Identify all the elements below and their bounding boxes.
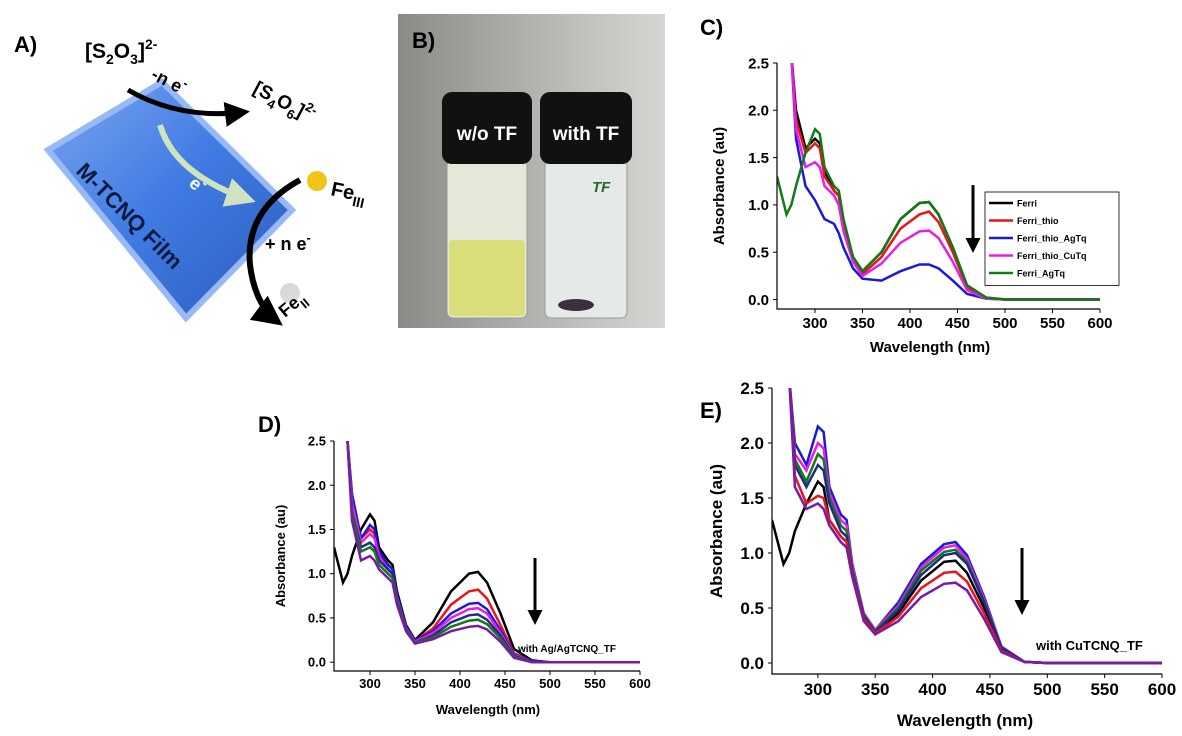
x-tick-label: 300 — [359, 676, 381, 691]
x-tick-label: 550 — [1040, 315, 1065, 332]
annotation: with CuTCNQ_TF — [1035, 638, 1143, 653]
x-tick-label: 500 — [539, 676, 561, 691]
axis — [772, 388, 1162, 674]
x-tick-label: 300 — [802, 315, 827, 332]
chart: 300 350 400 450 500 550 600 0.0 0.5 1.0 1.5 2.0 2.5 D… — [258, 412, 651, 717]
x-tick-label: 400 — [918, 680, 946, 699]
x-tick-label: 350 — [861, 680, 889, 699]
y-axis-label: Absorbance (au) — [273, 505, 288, 608]
panel-label: A) — [14, 32, 37, 57]
y-tick-label: 0.0 — [308, 655, 326, 670]
solution — [449, 240, 525, 316]
y-tick-label: 2.0 — [740, 434, 764, 453]
panel-label: B) — [412, 28, 435, 53]
y-tick-label: 2.0 — [308, 478, 326, 493]
y-tick-label: 2.5 — [308, 434, 326, 449]
x-tick-label: 600 — [629, 676, 651, 691]
film-piece — [558, 299, 594, 311]
y-axis-label: Absorbance (au) — [707, 464, 726, 598]
x-tick-label: 550 — [584, 676, 606, 691]
vial — [545, 160, 627, 318]
y-tick-label: 0.0 — [748, 292, 769, 309]
figure: A) M-TCNQ Film [S2O3]2- [S4O6]2- -n e- e… — [0, 0, 1182, 731]
series-line — [348, 441, 641, 662]
product: [S4O6]2- — [248, 73, 320, 131]
y-tick-label: 1.5 — [740, 489, 764, 508]
panel-label: E) — [700, 398, 722, 423]
y-axis-label: Absorbance (au) — [711, 127, 728, 245]
y-tick-label: 1.5 — [748, 150, 769, 167]
x-tick-label: 550 — [1090, 680, 1118, 699]
x-tick-label: 500 — [1033, 680, 1061, 699]
y-tick-label: 0.5 — [748, 244, 769, 261]
y-tick-label: 2.5 — [748, 55, 769, 72]
panel-a: A) M-TCNQ Film [S2O3]2- [S4O6]2- -n e- e… — [14, 32, 368, 325]
y-tick-label: 0.0 — [740, 654, 764, 673]
annotation: with Ag/AgTCNQ_TF — [517, 644, 616, 655]
y-tick-label: 1.0 — [740, 544, 764, 563]
vial-label: with TF — [552, 124, 619, 145]
y-tick-label: 0.5 — [740, 599, 764, 618]
y-tick-label: 1.0 — [748, 197, 769, 214]
fe3: FeIII — [328, 178, 368, 211]
x-tick-label: 500 — [992, 315, 1017, 332]
y-tick-label: 1.5 — [308, 522, 326, 537]
legend-label: Ferri — [1017, 199, 1037, 209]
legend-label: Ferri_thio_AgTq — [1017, 234, 1087, 244]
electron-gain: + n e- — [265, 230, 311, 254]
y-tick-label: 0.5 — [308, 610, 326, 625]
y-tick-label: 2.5 — [740, 379, 764, 398]
x-tick-label: 600 — [1148, 680, 1176, 699]
series-line — [334, 514, 640, 662]
panel-label: D) — [258, 412, 281, 437]
x-tick-label: 450 — [976, 680, 1004, 699]
x-tick-label: 450 — [945, 315, 970, 332]
x-tick-label: 400 — [897, 315, 922, 332]
vial-mark: TF — [592, 179, 611, 196]
panel-b: w/o TF with TF TF B) — [398, 14, 665, 328]
fe3-dot — [307, 171, 327, 191]
legend-label: Ferri_thio_CuTq — [1017, 251, 1087, 261]
vial-label: w/o TF — [456, 124, 517, 145]
chart: 300 350 400 450 500 550 600 0.0 0.5 1.0 1.5 2.0 2.5 E… — [700, 377, 1176, 730]
x-axis-label: Wavelength (nm) — [870, 339, 990, 356]
x-tick-label: 400 — [449, 676, 471, 691]
x-axis-label: Wavelength (nm) — [897, 711, 1033, 730]
x-tick-label: 300 — [804, 680, 832, 699]
series-line — [789, 377, 1162, 663]
x-tick-label: 600 — [1087, 315, 1112, 332]
chart: 300 350 400 450 500 550 600 0.0 0.5 1.0 1.5 2.0 2.5 C… — [700, 15, 1119, 356]
reactant: [S2O3]2- — [85, 36, 158, 67]
panel-label: C) — [700, 15, 723, 40]
y-tick-label: 2.0 — [748, 103, 769, 120]
x-tick-label: 350 — [850, 315, 875, 332]
x-axis-label: Wavelength (nm) — [436, 702, 540, 717]
x-tick-label: 350 — [404, 676, 426, 691]
y-tick-label: 1.0 — [308, 566, 326, 581]
x-tick-label: 450 — [494, 676, 516, 691]
legend-label: Ferri_thio — [1017, 216, 1059, 226]
legend-label: Ferri_AgTq — [1017, 269, 1065, 279]
